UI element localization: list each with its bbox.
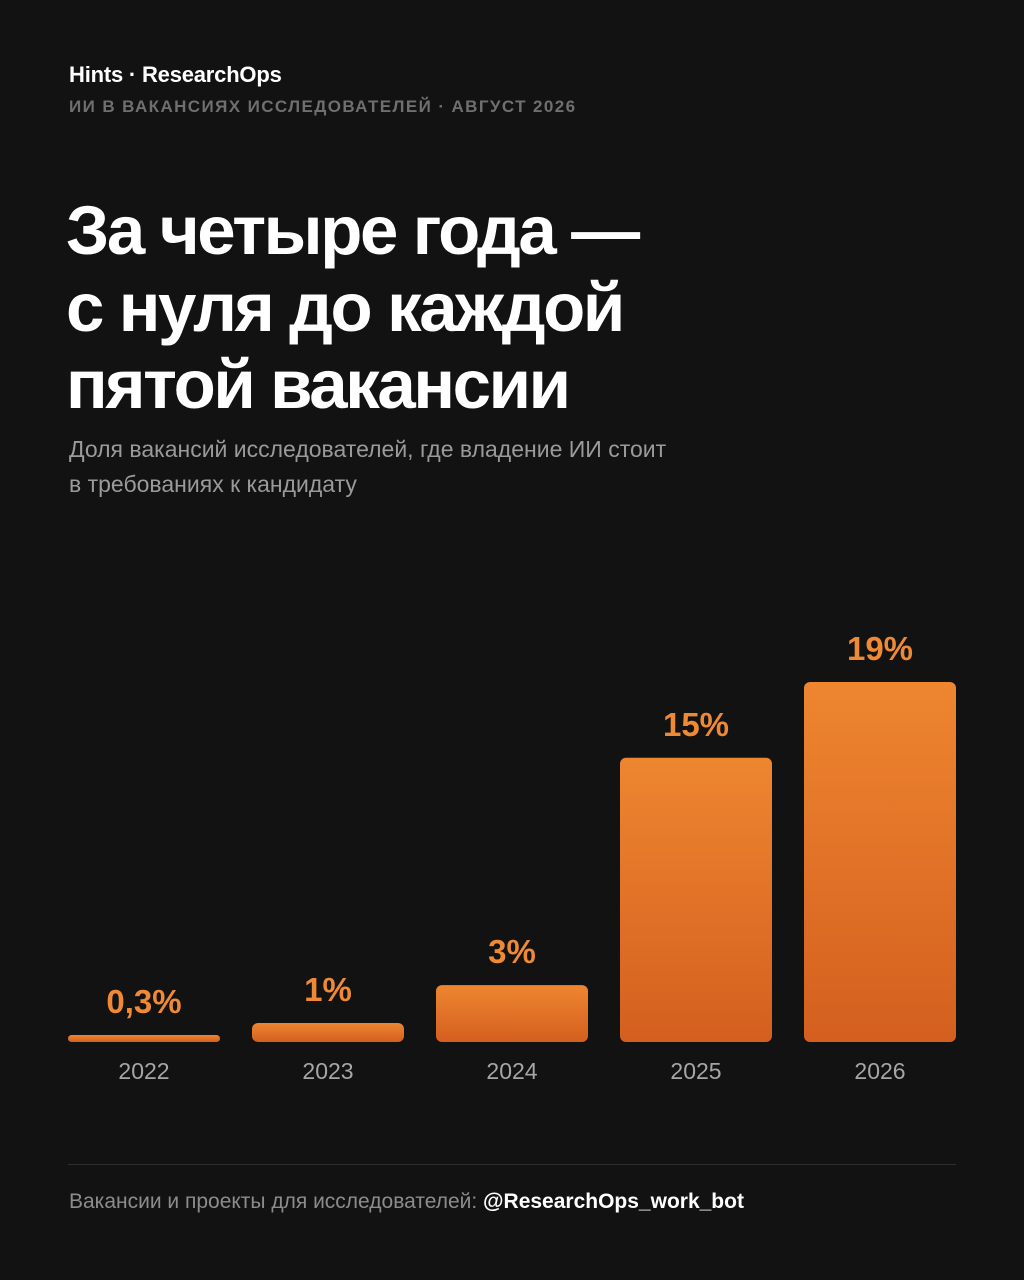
brand-name: Hints bbox=[69, 62, 124, 87]
subtitle-line-1: Доля вакансий исследователей, где владен… bbox=[69, 436, 667, 462]
bar-value-label-2024: 3% bbox=[488, 933, 536, 970]
bar-chart: 0,3% 2022 1% 2023 3% 2024 15% 2025 19% 2026 bbox=[68, 630, 956, 1084]
x-tick-label-2022: 2022 bbox=[118, 1058, 169, 1084]
brand-line: Hints · ResearchOps bbox=[69, 62, 282, 88]
subtitle-line-2: в требованиях к кандидату bbox=[69, 471, 357, 497]
headline-line-3: пятой вакансии bbox=[66, 346, 571, 423]
footer-bot-link[interactable]: @ResearchOps_work_bot bbox=[483, 1190, 744, 1213]
footer-divider bbox=[68, 1164, 956, 1165]
bar-2025 bbox=[620, 757, 772, 1042]
bar-2024 bbox=[436, 985, 588, 1042]
x-tick-label-2023: 2023 bbox=[302, 1058, 353, 1084]
bar-value-label-2022: 0,3% bbox=[106, 983, 181, 1020]
bar-2026 bbox=[804, 682, 956, 1042]
footer: Вакансии и проекты для исследователей: @… bbox=[69, 1190, 744, 1214]
headline-line-1: За четыре года — bbox=[66, 192, 640, 269]
x-tick-label-2026: 2026 bbox=[854, 1058, 905, 1084]
brand-product: ResearchOps bbox=[141, 62, 282, 87]
bar-value-label-2025: 15% bbox=[663, 706, 729, 743]
footer-text: Вакансии и проекты для исследователей: bbox=[69, 1190, 484, 1213]
brand-separator: · bbox=[123, 62, 142, 87]
headline: За четыре года — с нуля до каждой пятой … bbox=[66, 192, 966, 423]
bar-value-label-2023: 1% bbox=[304, 971, 352, 1008]
x-tick-label-2024: 2024 bbox=[486, 1058, 537, 1084]
chart-subtitle: Доля вакансий исследователей, где владен… bbox=[69, 432, 829, 502]
headline-line-2: с нуля до каждой bbox=[66, 269, 625, 346]
bar-2023 bbox=[252, 1023, 404, 1042]
chart-bars: 0,3% 2022 1% 2023 3% 2024 15% 2025 19% 2026 bbox=[68, 630, 956, 1084]
x-tick-label-2025: 2025 bbox=[670, 1058, 721, 1084]
bar-value-label-2026: 19% bbox=[847, 630, 913, 667]
kicker: ИИ В ВАКАНСИЯХ ИССЛЕДОВАТЕЛЕЙ · АВГУСТ 2… bbox=[69, 97, 577, 116]
bar-2022 bbox=[68, 1035, 220, 1042]
